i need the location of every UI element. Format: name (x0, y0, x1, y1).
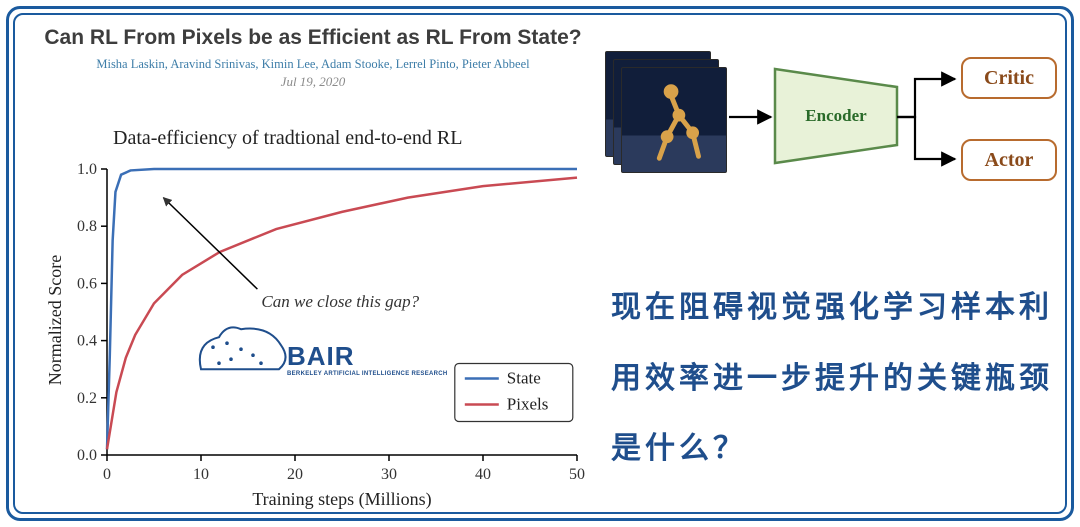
paper-authors: Misha Laskin, Aravind Srinivas, Kimin Le… (33, 57, 593, 72)
chinese-question: 现在阻碍视觉强化学习样本利用效率进一步提升的关键瓶颈是什么？ (611, 273, 1071, 485)
svg-text:Pixels: Pixels (507, 394, 549, 413)
arrow-icon (729, 107, 777, 127)
svg-text:State: State (507, 368, 541, 387)
legend: State Pixels (455, 363, 573, 421)
critic-label: Critic (984, 67, 1034, 90)
svg-text:BERKELEY ARTIFICIAL INTELLIGEN: BERKELEY ARTIFICIAL INTELLIGENCE RESEARC… (287, 371, 448, 377)
svg-text:1.0: 1.0 (77, 161, 97, 178)
svg-text:Can we close this gap?: Can we close this gap? (261, 292, 419, 311)
actor-label: Actor (985, 149, 1034, 172)
encoder-block: Encoder (775, 69, 897, 163)
svg-text:0.0: 0.0 (77, 447, 97, 464)
walker-icon (622, 68, 726, 172)
axes: 0.0 0.2 0.4 0.6 0.8 1.0 0 10 20 30 40 50 Normalize… (45, 161, 585, 510)
right-column: Encoder Critic Actor 现在阻碍视觉强化学习样本利用效率进一步… (605, 39, 1065, 519)
chart-svg: 0.0 0.2 0.4 0.6 0.8 1.0 0 10 20 30 40 50 Normalize… (33, 155, 593, 515)
svg-text:BAIR: BAIR (287, 341, 355, 371)
encoder-label: Encoder (805, 106, 867, 125)
svg-text:0.2: 0.2 (77, 390, 97, 407)
annotation: Can we close this gap? (163, 198, 419, 312)
left-column: Can RL From Pixels be as Efficient as RL… (33, 25, 593, 520)
architecture-diagram: Encoder Critic Actor (605, 39, 1065, 219)
svg-text:20: 20 (287, 466, 303, 483)
outer-frame: Can RL From Pixels be as Efficient as RL… (6, 6, 1074, 521)
critic-box: Critic (961, 57, 1057, 99)
y-axis-label: Normalized Score (45, 255, 65, 385)
split-arrow-icon (897, 53, 963, 183)
paper-date: Jul 19, 2020 (33, 74, 593, 90)
svg-text:0.8: 0.8 (77, 218, 97, 235)
svg-text:50: 50 (569, 466, 585, 483)
svg-text:0.4: 0.4 (77, 333, 97, 350)
svg-text:40: 40 (475, 466, 491, 483)
svg-text:30: 30 (381, 466, 397, 483)
svg-text:0: 0 (103, 466, 111, 483)
chart: Data-efficiency of tradtional end-to-end… (33, 127, 593, 517)
content: Can RL From Pixels be as Efficient as RL… (15, 15, 1065, 512)
actor-box: Actor (961, 139, 1057, 181)
svg-text:10: 10 (193, 466, 209, 483)
bair-logo: BAIR BERKELEY ARTIFICIAL INTELLIGENCE RE… (200, 327, 448, 377)
stacked-frame (621, 67, 727, 173)
chart-title: Data-efficiency of tradtional end-to-end… (113, 127, 462, 150)
image-stack (605, 51, 727, 173)
inner-frame: Can RL From Pixels be as Efficient as RL… (13, 13, 1067, 514)
paper-title: Can RL From Pixels be as Efficient as RL… (33, 25, 593, 51)
svg-text:0.6: 0.6 (77, 275, 97, 292)
x-axis-label: Training steps (Millions) (252, 489, 431, 510)
